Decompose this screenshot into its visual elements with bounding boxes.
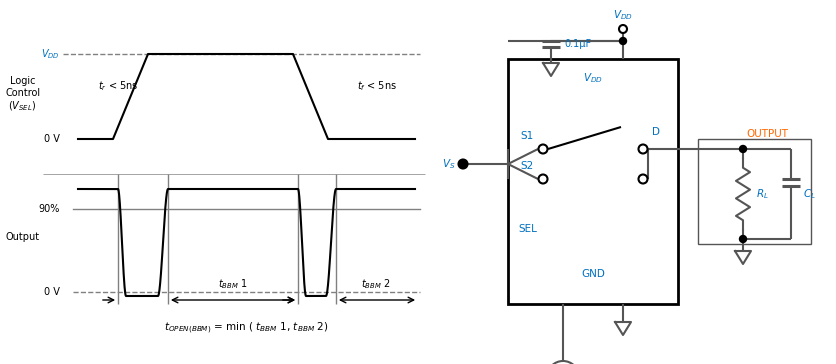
Circle shape: [619, 25, 627, 33]
Circle shape: [547, 361, 579, 364]
Text: 0 V: 0 V: [44, 287, 60, 297]
Text: D: D: [652, 127, 660, 137]
Text: $V_{DD}$: $V_{DD}$: [583, 71, 603, 85]
Bar: [508, 59, 678, 304]
Text: $t_{OPEN(BBM)}$ = min ( $t_{BBM}$ 1, $t_{BBM}$ 2): $t_{OPEN(BBM)}$ = min ( $t_{BBM}$ 1, $t_…: [164, 321, 329, 336]
Text: 0 V: 0 V: [44, 134, 60, 144]
Circle shape: [639, 145, 648, 154]
Circle shape: [460, 161, 466, 167]
Text: $V_{DD}$: $V_{DD}$: [41, 47, 60, 61]
Text: $t_{BBM}$ 1: $t_{BBM}$ 1: [218, 277, 247, 291]
Text: $V_{DD}$: $V_{DD}$: [613, 8, 633, 22]
Text: $t_{BBM}$ 2: $t_{BBM}$ 2: [360, 277, 390, 291]
Circle shape: [458, 159, 467, 169]
Text: GND: GND: [581, 269, 605, 279]
Text: Logic
Control
$(V_{SEL})$: Logic Control $(V_{SEL})$: [5, 76, 40, 113]
Text: $t_f$ < 5ns: $t_f$ < 5ns: [356, 79, 396, 93]
Circle shape: [740, 236, 747, 242]
Circle shape: [740, 146, 747, 153]
Text: 90%: 90%: [38, 204, 60, 214]
Text: $C_L$: $C_L$: [803, 187, 816, 201]
Text: OUTPUT: OUTPUT: [746, 129, 788, 139]
Text: $V_S$: $V_S$: [441, 157, 455, 171]
Circle shape: [538, 174, 548, 183]
Text: SEL: SEL: [518, 224, 537, 234]
Circle shape: [639, 174, 648, 183]
Text: 0.1μF: 0.1μF: [564, 39, 591, 49]
Text: $t_r$ < 5ns: $t_r$ < 5ns: [98, 79, 138, 93]
Bar: [698, 139, 811, 244]
Text: S1: S1: [520, 131, 533, 141]
Text: S2: S2: [520, 161, 533, 171]
Circle shape: [619, 37, 626, 44]
Text: Output: Output: [5, 233, 39, 242]
Text: $R_L$: $R_L$: [756, 187, 769, 201]
Circle shape: [538, 145, 548, 154]
